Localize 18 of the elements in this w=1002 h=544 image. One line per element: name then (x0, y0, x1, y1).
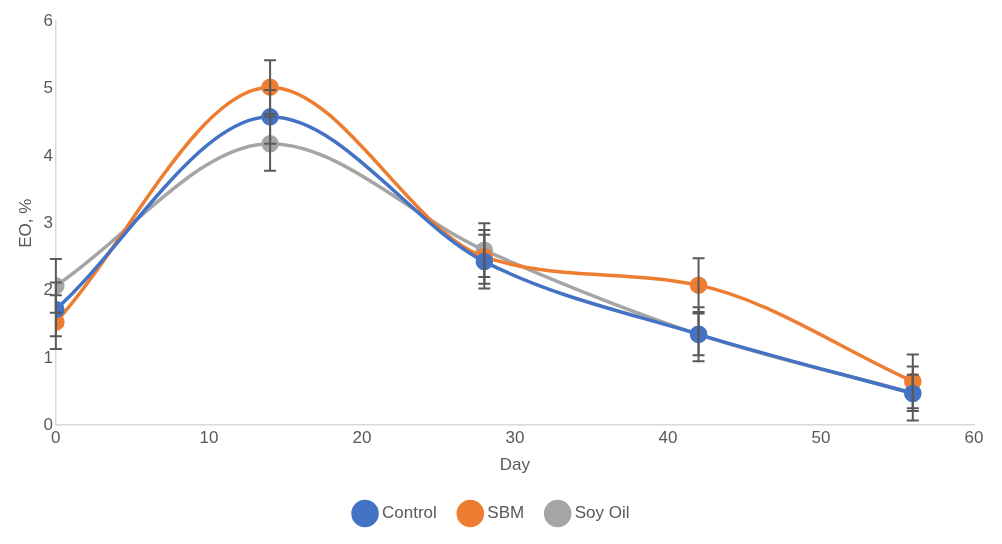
x-tick-label: 40 (658, 428, 678, 448)
legend-label: Control (382, 503, 437, 523)
y-axis-title: EO, % (15, 198, 35, 248)
y-tick-label: 3 (43, 212, 53, 232)
y-tick-label: 5 (43, 78, 53, 98)
x-tick-label: 10 (199, 428, 219, 448)
legend-label: SBM (487, 503, 525, 523)
x-tick-label: 20 (352, 428, 372, 448)
y-tick-label: 2 (43, 280, 53, 300)
y-tick-label: 4 (43, 145, 53, 165)
y-tick-label: 1 (43, 347, 53, 367)
y-tick-label: 6 (43, 10, 53, 30)
x-tick-label: 30 (505, 428, 525, 448)
y-tick-label: 0 (43, 414, 53, 434)
x-tick-label: 50 (811, 428, 831, 448)
x-tick-label: 60 (964, 428, 984, 448)
x-axis-title: Day (499, 455, 531, 475)
legend-label: Soy Oil (574, 503, 630, 523)
